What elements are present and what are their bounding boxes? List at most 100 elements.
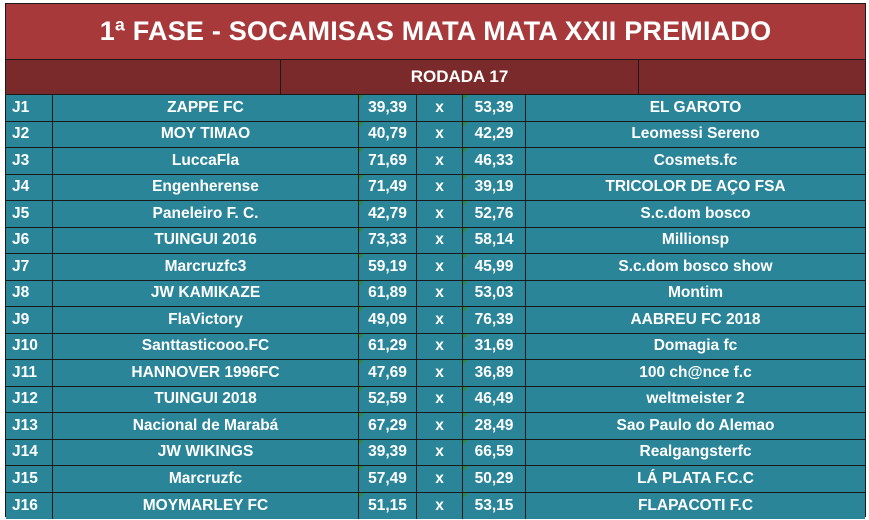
- home-team: Marcruzfc: [53, 466, 359, 492]
- away-score: 36,89: [463, 360, 526, 386]
- cell-comment-marker: [359, 466, 364, 471]
- away-score-text: 53,03: [474, 284, 514, 302]
- away-team: FLAPACOTI F.C: [526, 492, 865, 519]
- cell-comment-marker: [359, 174, 364, 180]
- match-id: J14: [6, 439, 53, 465]
- home-team: Nacional de Marabá: [53, 413, 359, 439]
- away-team-text: S.c.dom bosco: [640, 204, 751, 222]
- home-score-text: 71,69: [368, 151, 407, 169]
- away-score-text: 53,15: [474, 496, 514, 514]
- away-team-text: AABREU FC 2018: [630, 310, 761, 328]
- match-row: J10 Santtasticooo.FC 61,29 x 31,69 Domagia fc: [6, 333, 865, 360]
- home-team-text: JW KAMIKAZE: [150, 284, 261, 302]
- match-id-text: J13: [12, 416, 38, 434]
- match-row: J5 Paneleiro F. C. 42,79 x 52,76 S.c.dom bosc…: [6, 201, 865, 228]
- versus-separator: x: [417, 280, 463, 306]
- match-row: J6 TUINGUI 2016 73,33 x 58,14 Millionsp: [6, 227, 865, 254]
- away-score-text: 76,39: [474, 310, 514, 328]
- away-score: 53,39: [463, 95, 526, 121]
- match-id-text: J6: [12, 231, 30, 249]
- match-row: J9 FlaVictory 49,09 x 76,39 AABREU FC 2018: [6, 307, 865, 334]
- versus-separator-text: x: [435, 204, 444, 222]
- cell-comment-marker: [463, 307, 468, 312]
- away-score: 66,59: [463, 439, 526, 465]
- away-team: Realgangsterfc: [526, 439, 865, 465]
- match-row: J13 Nacional de Marabá 67,29 x 28,49 Sao Paul…: [6, 413, 865, 440]
- home-score: 39,39: [359, 439, 417, 465]
- versus-separator: x: [417, 439, 463, 465]
- match-row: J7 Marcruzfc3 59,19 x 45,99 S.c.dom bosco sho…: [6, 254, 865, 281]
- cell-comment-marker: [463, 492, 468, 498]
- cell-comment-marker: [463, 148, 468, 153]
- match-row: J16 MOYMARLEY FC 51,15 x 53,15 FLAPACOTI F.C: [6, 492, 865, 519]
- home-team: MOYMARLEY FC: [53, 492, 359, 519]
- home-score: 61,29: [359, 333, 417, 359]
- away-team: Domagia fc: [526, 333, 865, 359]
- cell-comment-marker: [359, 121, 364, 127]
- away-team-text: Cosmets.fc: [653, 151, 738, 169]
- cell-comment-marker: [359, 360, 364, 365]
- home-team: HANNOVER 1996FC: [53, 360, 359, 386]
- away-team: Leomessi Sereno: [526, 121, 865, 147]
- round-header-right-cell: [639, 60, 865, 94]
- cell-comment-marker: [463, 386, 468, 392]
- home-team-text: Paneleiro F. C.: [152, 204, 259, 222]
- cell-comment-marker: [463, 333, 468, 339]
- home-score: 71,69: [359, 148, 417, 174]
- match-id-text: J10: [12, 337, 38, 355]
- home-team-text: LuccaFla: [171, 151, 240, 169]
- cell-comment-marker: [463, 466, 468, 471]
- versus-separator-text: x: [435, 310, 444, 328]
- away-team-text: S.c.dom bosco show: [618, 257, 773, 275]
- away-score-text: 28,49: [474, 416, 514, 434]
- home-score: 40,79: [359, 121, 417, 147]
- away-score: 46,49: [463, 386, 526, 412]
- home-score-text: 52,59: [368, 390, 407, 408]
- spreadsheet: 1ª FASE - SOCAMISAS MATA MATA XXII PREMI…: [5, 3, 866, 519]
- versus-separator-text: x: [435, 337, 444, 355]
- away-team-text: Millionsp: [661, 231, 730, 249]
- match-row: J3 LuccaFla 71,69 x 46,33 Cosmets.fc: [6, 148, 865, 175]
- cell-comment-marker: [359, 201, 364, 206]
- match-id: J16: [6, 492, 53, 519]
- away-team-text: weltmeister 2: [646, 390, 745, 408]
- away-score-text: 58,14: [474, 231, 514, 249]
- away-score: 58,14: [463, 227, 526, 253]
- cell-comment-marker: [359, 95, 364, 100]
- away-score-text: 66,59: [474, 443, 514, 461]
- match-table: J1 ZAPPE FC 39,39 x 53,39 EL GAROTO J2 MOY TIMA…: [6, 95, 865, 519]
- away-team-text: Sao Paulo do Alemao: [616, 416, 775, 434]
- away-team-text: EL GAROTO: [649, 98, 742, 116]
- away-score-text: 46,33: [474, 151, 514, 169]
- versus-separator-text: x: [435, 257, 444, 275]
- match-id-text: J8: [12, 284, 30, 302]
- home-team-text: ZAPPE FC: [167, 98, 244, 116]
- home-score-text: 49,09: [368, 310, 407, 328]
- match-id-text: J4: [12, 178, 30, 196]
- home-score-text: 61,89: [368, 284, 407, 302]
- cell-comment-marker: [359, 492, 364, 498]
- match-id: J5: [6, 201, 53, 227]
- home-team: JW WIKINGS: [53, 439, 359, 465]
- away-team: LÁ PLATA F.C.C: [526, 466, 865, 492]
- away-team: TRICOLOR DE AÇO FSA: [526, 174, 865, 200]
- versus-separator-text: x: [435, 151, 444, 169]
- home-team: FlaVictory: [53, 307, 359, 333]
- match-row: J8 JW KAMIKAZE 61,89 x 53,03 Montim: [6, 280, 865, 307]
- away-score: 39,19: [463, 174, 526, 200]
- versus-separator-text: x: [435, 231, 444, 249]
- home-team-text: MOY TIMAO: [160, 125, 251, 143]
- versus-separator: x: [417, 121, 463, 147]
- match-id: J4: [6, 174, 53, 200]
- match-id-text: J16: [12, 496, 38, 514]
- match-id: J8: [6, 280, 53, 306]
- match-id: J10: [6, 333, 53, 359]
- home-score-text: 61,29: [368, 337, 407, 355]
- cell-comment-marker: [359, 227, 364, 233]
- away-team: weltmeister 2: [526, 386, 865, 412]
- match-id-text: J9: [12, 310, 30, 328]
- match-id-text: J5: [12, 204, 30, 222]
- versus-separator-text: x: [435, 363, 444, 381]
- match-id: J15: [6, 466, 53, 492]
- home-score-text: 39,39: [368, 443, 407, 461]
